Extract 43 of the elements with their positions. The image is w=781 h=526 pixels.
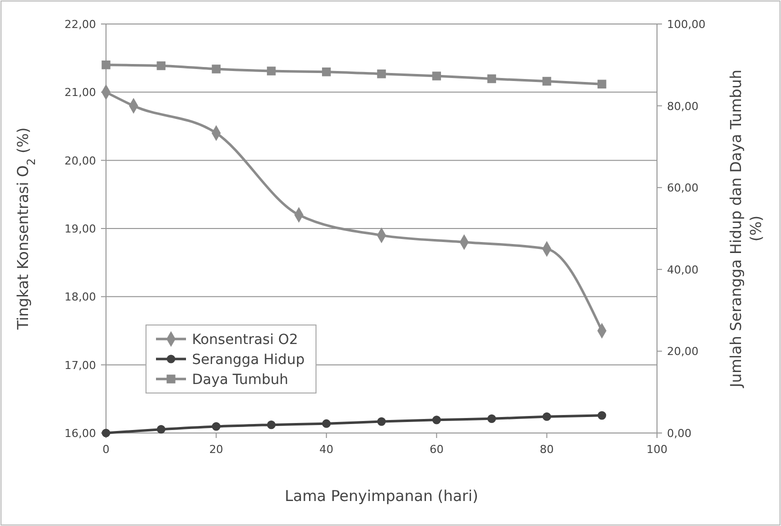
- y-tick-label: 22,00: [64, 18, 96, 31]
- x-tick-label: 80: [540, 443, 554, 456]
- x-axis-title: Lama Penyimpanan (hari): [284, 487, 478, 505]
- point: [156, 425, 166, 434]
- y2-tick-label: 80,00: [667, 100, 698, 113]
- point: [267, 420, 276, 430]
- x-tick-label: 20: [209, 443, 224, 456]
- x-tick-label: 40: [319, 443, 334, 456]
- y2-tick-label: 20,00: [667, 345, 698, 358]
- point: [598, 80, 606, 88]
- point: [212, 64, 221, 74]
- legend-label: Daya Tumbuh: [192, 372, 288, 388]
- y2-axis-title: Jumlah Serangga Hidup dan Daya Tumbuh (%): [727, 70, 765, 388]
- point: [266, 66, 276, 76]
- x-tick-label: 0: [102, 443, 110, 456]
- point: [487, 74, 496, 84]
- y2-tick-label: 40,00: [667, 263, 698, 276]
- y-tick-label: 18,00: [64, 290, 96, 304]
- x-tick-label: 100: [646, 443, 668, 456]
- legend-label: Serangga Hidup: [192, 352, 305, 368]
- point: [156, 61, 166, 70]
- y-tick-label: 16,00: [64, 427, 96, 440]
- point: [542, 412, 552, 421]
- point: [322, 67, 331, 76]
- point: [487, 414, 496, 423]
- y2-tick-label: 100,00: [667, 18, 706, 31]
- y-tick-label: 20,00: [64, 154, 96, 168]
- point: [542, 76, 552, 86]
- point: [322, 419, 331, 428]
- point: [102, 60, 110, 70]
- y-tick-label: 21,00: [64, 86, 96, 100]
- y-tick-label: 17,00: [64, 358, 96, 372]
- y-tick-label: 19,00: [64, 222, 96, 236]
- point: [377, 70, 386, 78]
- y2-tick-label: 0,00: [667, 427, 692, 440]
- point: [212, 422, 220, 431]
- legend-label: Konsentrasi O2: [192, 332, 298, 348]
- point: [432, 416, 441, 424]
- y2-tick-label: 60,00: [667, 182, 698, 195]
- point: [377, 417, 386, 426]
- point: [598, 411, 606, 420]
- x-tick-label: 60: [430, 443, 444, 456]
- point: [432, 72, 441, 80]
